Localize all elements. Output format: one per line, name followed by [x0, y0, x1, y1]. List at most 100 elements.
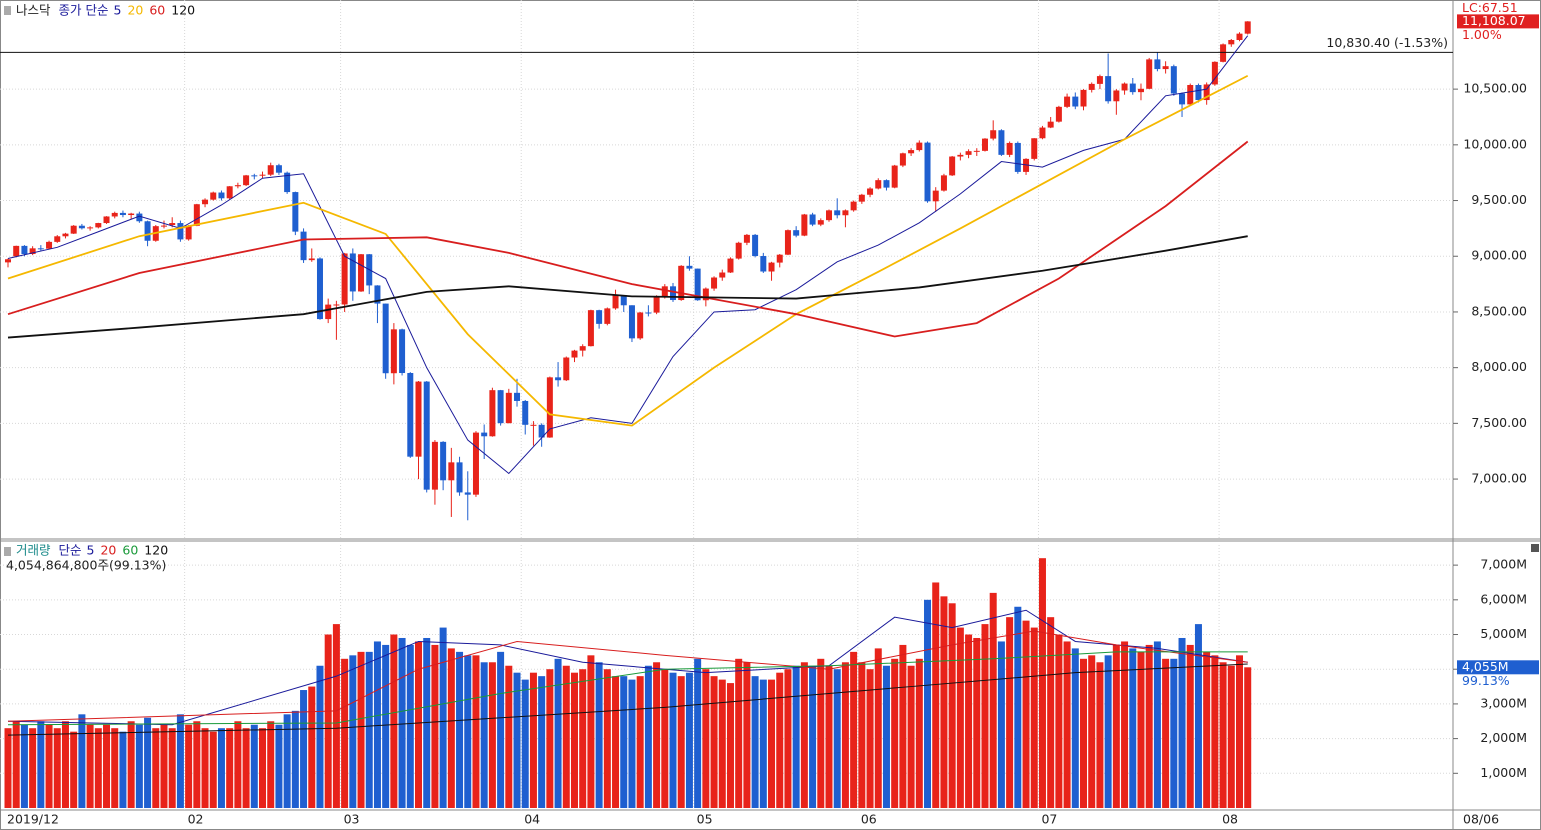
candle-body	[218, 192, 225, 199]
legend-entry: 5	[114, 3, 122, 18]
candle-body	[21, 245, 28, 255]
candle-body	[1236, 33, 1243, 40]
volume-bar	[135, 724, 143, 808]
candle-body	[325, 304, 332, 320]
candle-body	[604, 308, 611, 324]
volume-bar	[250, 724, 258, 808]
candle-body	[596, 310, 603, 324]
x-tick-label: 07	[1041, 812, 1057, 827]
y-tick-label: 7,000.00	[1471, 471, 1527, 486]
candle-body	[908, 150, 915, 154]
volume-bar	[61, 721, 69, 808]
x-tick-label: 02	[188, 812, 204, 827]
candle-body	[292, 192, 299, 232]
volume-bar	[20, 724, 28, 808]
change-label: 1.00%	[1462, 27, 1502, 42]
candle-body	[448, 462, 455, 481]
volume-bar	[1047, 617, 1055, 808]
volume-bar	[234, 721, 242, 808]
volume-bar	[1203, 651, 1211, 808]
volume-bar	[1014, 606, 1022, 808]
volume-bar	[70, 731, 78, 808]
volume-bar	[562, 665, 570, 808]
candle-body	[990, 130, 997, 139]
volume-bar	[1022, 620, 1030, 808]
candle-body	[234, 185, 241, 187]
volume-bar	[447, 648, 455, 808]
candle-body	[637, 312, 644, 339]
volume-bar	[661, 669, 669, 808]
volume-bar	[505, 665, 513, 808]
candle-body	[891, 165, 898, 188]
volume-bar	[423, 637, 431, 808]
candle-body	[464, 492, 471, 495]
volume-bar	[193, 721, 201, 808]
volume-bar	[152, 728, 160, 808]
volume-bar	[1121, 641, 1129, 808]
volume-bar	[456, 651, 464, 808]
volume-bar	[168, 728, 176, 808]
volume-bar	[1236, 655, 1243, 808]
close-button[interactable]	[1531, 544, 1539, 552]
volume-bar	[513, 672, 521, 808]
volume-bar	[1006, 617, 1014, 808]
volume-bar	[570, 672, 578, 808]
y-tick-label: 9,000.00	[1471, 248, 1527, 263]
candle-body	[390, 329, 397, 374]
volume-bar	[1178, 637, 1186, 808]
legend-entry: 120	[171, 3, 195, 18]
volume-bar	[497, 651, 505, 808]
y-tick-label: 7,500.00	[1471, 415, 1527, 430]
volume-bar	[924, 599, 932, 808]
reference-label: 10,830.40 (-1.53%)	[1326, 35, 1448, 50]
candle-body	[415, 381, 422, 457]
candle-body	[727, 258, 734, 273]
candle-body	[973, 150, 980, 152]
candle-body	[431, 441, 438, 490]
candle-body	[817, 220, 824, 225]
candle-body	[374, 285, 381, 304]
volume-bar	[915, 658, 923, 808]
headline: 4,054,864,800주(99.13%)	[6, 558, 166, 573]
volume-bar	[431, 644, 439, 808]
candle-body	[1220, 44, 1227, 62]
volume-bar	[841, 662, 849, 808]
candle-body	[316, 258, 323, 320]
candle-body	[407, 373, 414, 457]
volume-bar	[554, 658, 562, 808]
candle-body	[210, 192, 217, 200]
candle-body	[752, 234, 759, 257]
candle-body	[128, 213, 135, 216]
candle-body	[1113, 90, 1120, 102]
volume-bar	[357, 651, 365, 808]
candle-body	[932, 190, 939, 202]
legend-entry: 120	[144, 543, 168, 558]
candle-body	[530, 424, 537, 426]
volume-bar	[53, 728, 61, 808]
candle-body	[358, 254, 365, 292]
icon	[4, 547, 11, 556]
candle-body	[875, 180, 882, 189]
candle-body	[1228, 39, 1235, 45]
volume-bar	[300, 690, 308, 808]
candle-body	[981, 138, 988, 151]
volume-bar	[932, 582, 940, 808]
candle-body	[1088, 83, 1095, 90]
volume-bar	[12, 721, 20, 808]
candle-body	[1072, 96, 1079, 107]
volume-bar	[579, 669, 587, 808]
volume-bar	[480, 662, 488, 808]
candle-body	[826, 210, 832, 221]
volume-bar	[981, 624, 989, 808]
volume-bar	[1137, 651, 1145, 808]
volume-bar	[759, 679, 767, 808]
moving-average	[7, 630, 1248, 722]
candle-body	[423, 381, 430, 490]
legend-title: 거래량	[16, 543, 51, 558]
volume-bar	[940, 596, 948, 808]
candle-body	[686, 265, 693, 269]
candle-body	[1195, 85, 1202, 101]
candle-body	[13, 245, 20, 257]
moving-average	[7, 235, 1248, 339]
